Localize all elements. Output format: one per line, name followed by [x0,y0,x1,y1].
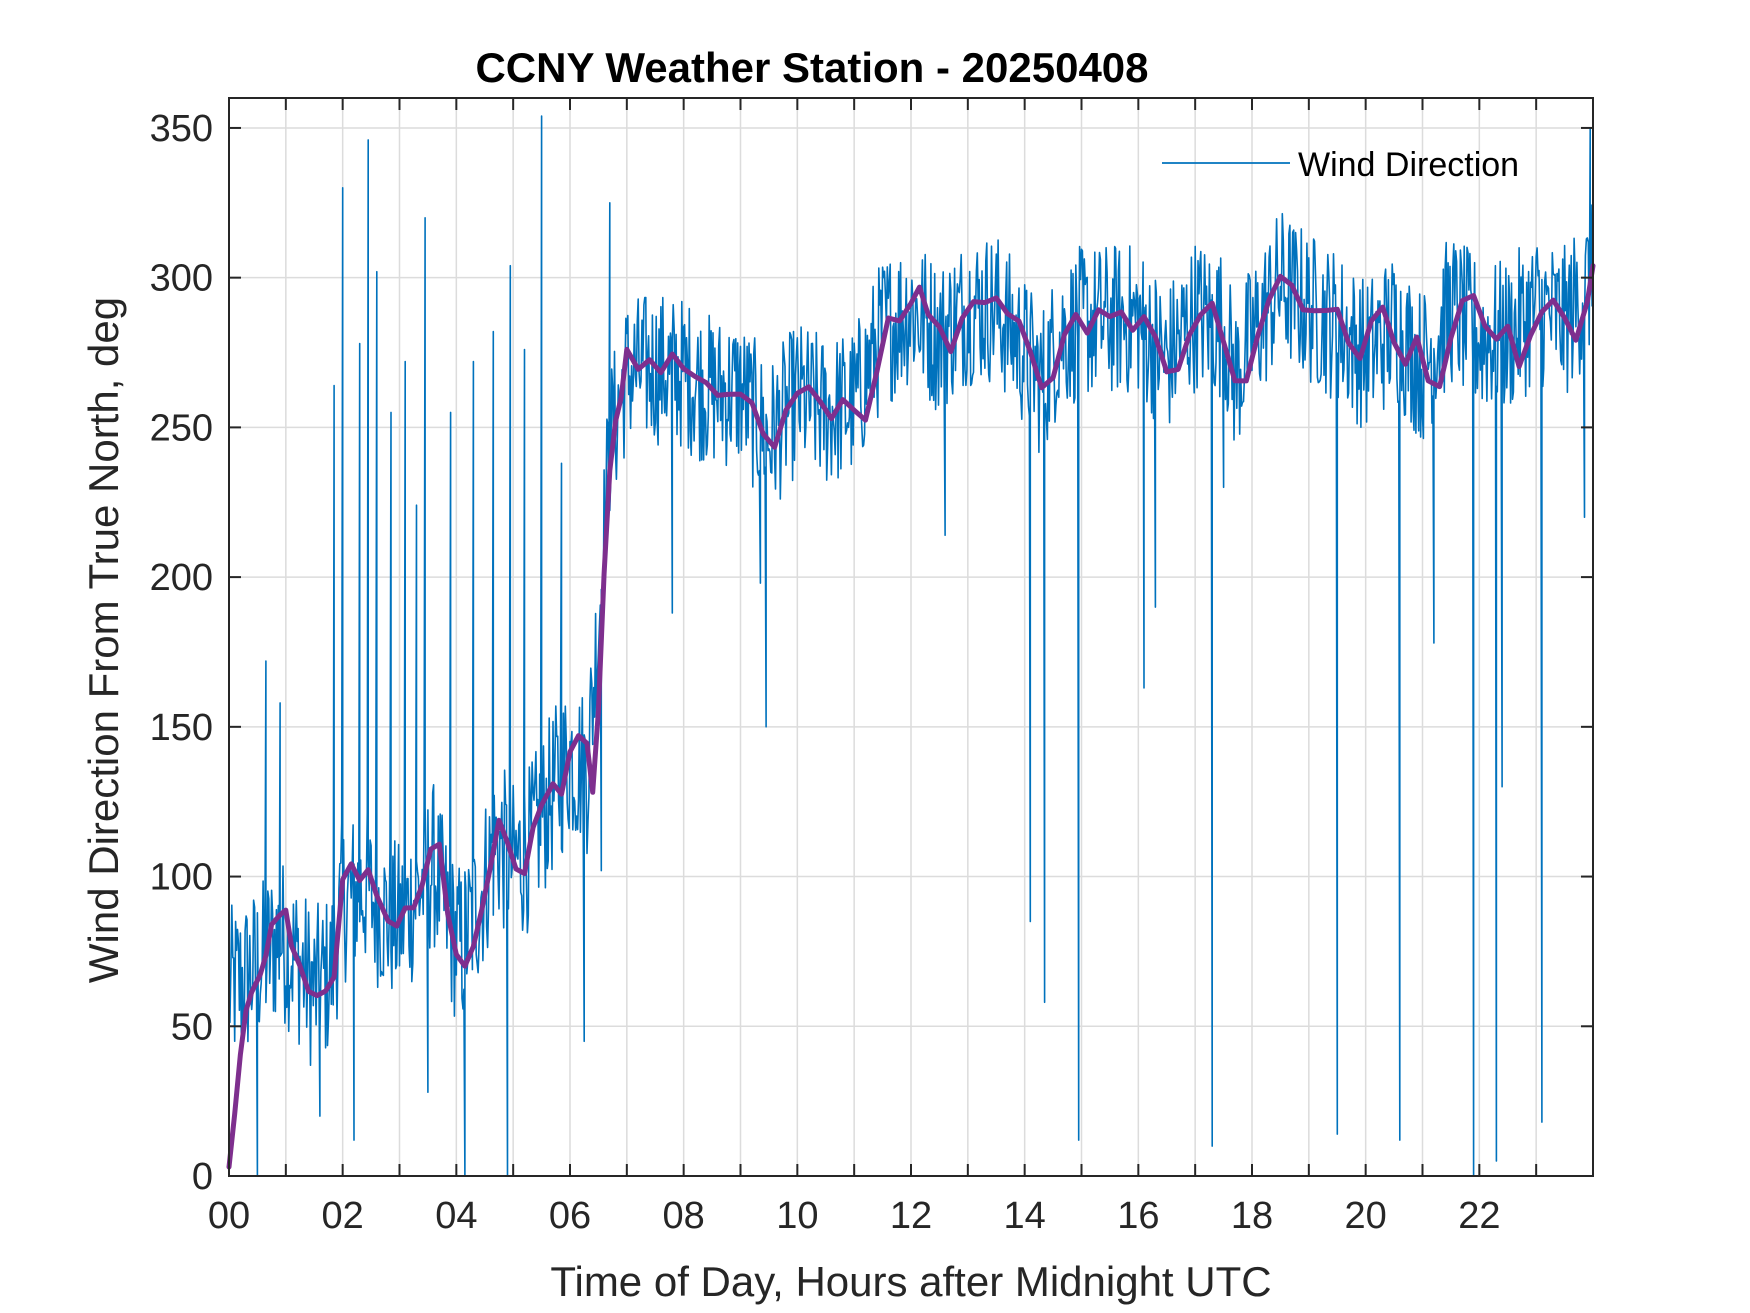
legend-entry-wind-direction: Wind Direction [1298,146,1519,184]
y-tick-label: 250 [150,407,213,449]
series-layer [226,115,1596,1177]
x-tick-label: 04 [435,1195,477,1237]
x-axis-label: Time of Day, Hours after Midnight UTC [550,1258,1271,1305]
y-tick-label: 50 [171,1006,213,1048]
x-tick-labels: 00 02 04 06 08 10 12 14 16 18 20 22 [208,1195,1501,1237]
x-tick-label: 00 [208,1195,250,1237]
legend: Wind Direction [1162,146,1519,184]
series-smoothed-wind-direction-line [226,263,1596,1170]
y-axis-label: Wind Direction From True North, deg [80,297,127,983]
y-tick-label: 200 [150,557,213,599]
y-tick-label: 350 [150,108,213,150]
x-tick-label: 22 [1458,1195,1500,1237]
x-tick-label: 10 [776,1195,818,1237]
y-tick-label: 300 [150,258,213,300]
y-tick-labels: 0 50 100 150 200 250 300 350 [150,108,213,1198]
x-tick-label: 14 [1004,1195,1046,1237]
x-tick-label: 08 [663,1195,705,1237]
grid-lines [229,98,1593,1176]
x-tick-label: 06 [549,1195,591,1237]
series-wind-direction-line [228,115,1594,1177]
x-tick-label: 20 [1345,1195,1387,1237]
chart-title: CCNY Weather Station - 20250408 [475,44,1148,91]
x-tick-label: 12 [890,1195,932,1237]
x-tick-label: 16 [1117,1195,1159,1237]
y-tick-label: 100 [150,857,213,899]
axis-ticks [229,98,1593,1177]
y-tick-label: 0 [192,1156,213,1198]
x-tick-label: 02 [322,1195,364,1237]
y-tick-label: 150 [150,707,213,749]
x-tick-label: 18 [1231,1195,1273,1237]
